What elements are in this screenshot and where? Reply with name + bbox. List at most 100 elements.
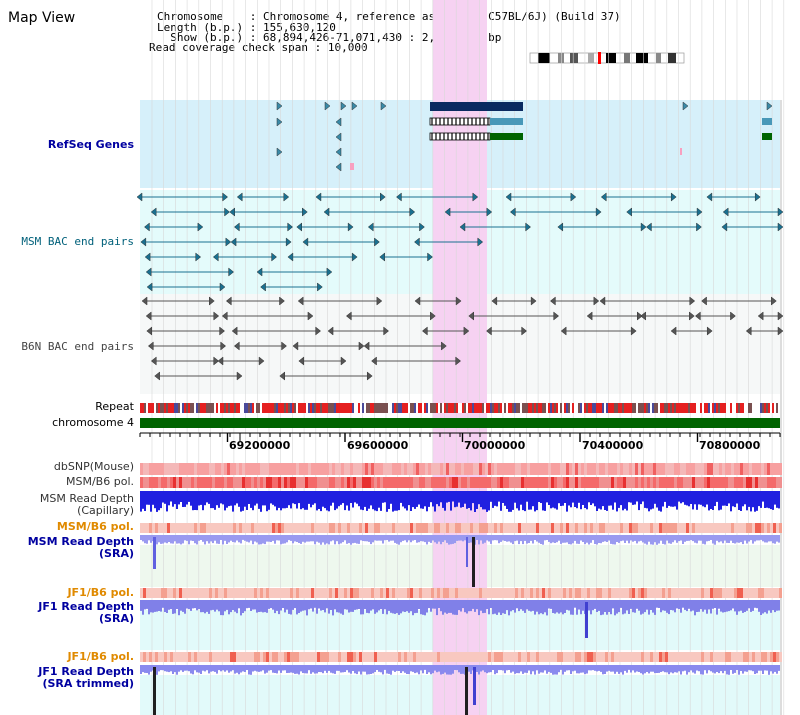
depth-bar [732, 491, 734, 507]
depth-bar [248, 535, 250, 543]
b6n-bac-pair-end [599, 296, 606, 306]
depth-bar [456, 535, 458, 541]
depth-bar [752, 600, 754, 611]
b6n-bac-pair-end [345, 311, 352, 321]
msm-bac-pair-end [287, 252, 294, 262]
b6n-bac-pair-end [376, 296, 383, 306]
depth-bar [716, 600, 718, 615]
depth-bar [660, 665, 662, 672]
b6n-bac-pair-end [141, 296, 148, 306]
depth-bar [470, 665, 472, 674]
heat-cell [188, 463, 191, 475]
heat-cell [332, 477, 335, 488]
heat-cell [731, 588, 734, 598]
heat-cell [350, 463, 353, 475]
depth-bar [284, 491, 286, 509]
gene-marker [682, 101, 689, 111]
heat-cell [761, 588, 764, 598]
heat-cell [488, 588, 491, 598]
depth-bar [510, 491, 512, 512]
depth-bar [202, 665, 204, 671]
depth-bar [182, 491, 184, 507]
heat-cell [644, 523, 647, 533]
depth-bar [554, 600, 556, 614]
heat-cell [440, 477, 443, 488]
depth-bar [634, 665, 636, 673]
repeat-segment [262, 403, 264, 413]
b6n-bac-pair-end [593, 296, 600, 306]
depth-bar [490, 600, 492, 608]
heat-cell [518, 523, 521, 533]
heat-cell [149, 588, 152, 598]
heat-cell [716, 463, 719, 475]
depth-bar [482, 491, 484, 510]
depth-bar [442, 491, 444, 508]
depth-bar [602, 535, 604, 542]
depth-spike [153, 667, 156, 715]
depth-bar [522, 491, 524, 511]
repeat-segment [280, 403, 282, 413]
heat-cell [467, 477, 470, 488]
heat-cell [599, 588, 602, 598]
heat-cell [740, 463, 743, 475]
depth-bar [598, 491, 600, 509]
depth-bar [630, 665, 632, 673]
repeat-segment [698, 403, 700, 413]
depth-bar [206, 535, 208, 542]
heat-cell [542, 523, 545, 533]
msm-bac-pair-end [444, 207, 451, 217]
depth-bar [450, 535, 452, 545]
repeat-segment [462, 403, 464, 413]
depth-bar [718, 535, 720, 543]
heat-cell [494, 463, 497, 475]
depth-bar [458, 491, 460, 503]
depth-bar [278, 491, 280, 508]
depth-bar [318, 600, 320, 609]
depth-bar [538, 665, 540, 674]
chromosome-ideogram[interactable] [528, 51, 688, 65]
heat-cell [380, 652, 383, 662]
depth-bar [402, 665, 404, 672]
depth-bar [318, 535, 320, 543]
repeat-segment [272, 403, 274, 413]
heat-cell [656, 588, 659, 598]
heat-cell [746, 588, 749, 598]
heat-cell [356, 523, 359, 533]
depth-bar [230, 665, 232, 672]
depth-bar [720, 665, 722, 672]
depth-bar [400, 491, 402, 503]
depth-bar [524, 600, 526, 613]
depth-bar [232, 665, 234, 671]
depth-bar [616, 535, 618, 542]
heat-cell [425, 477, 428, 488]
depth-bar [376, 491, 378, 512]
heat-cell [218, 523, 221, 533]
heat-cell [356, 463, 359, 475]
depth-bar [694, 665, 696, 674]
heat-cell [566, 477, 569, 488]
heat-cell [152, 463, 155, 475]
heat-cell [581, 588, 584, 598]
depth-bar [150, 535, 152, 543]
heat-cell [209, 523, 212, 533]
repeat-segment [466, 403, 468, 413]
repeat-segment [158, 403, 160, 413]
heat-cell [728, 477, 731, 488]
depth-bar [286, 535, 288, 543]
heat-cell [512, 652, 515, 662]
repeat-segment [730, 403, 732, 413]
msm-bac-pair-end [315, 192, 322, 202]
repeat-segment [712, 403, 714, 413]
heat-cell [308, 652, 311, 662]
b6n-bac-pair-end [366, 371, 373, 381]
repeat-segment [534, 403, 536, 413]
heat-cell [194, 477, 197, 488]
depth-bar [594, 535, 596, 544]
heat-cell [194, 463, 197, 475]
heat-cell [509, 477, 512, 488]
depth-bar [254, 491, 256, 506]
depth-bar [458, 665, 460, 673]
heat-cell [605, 588, 608, 598]
depth-bar [430, 535, 432, 543]
